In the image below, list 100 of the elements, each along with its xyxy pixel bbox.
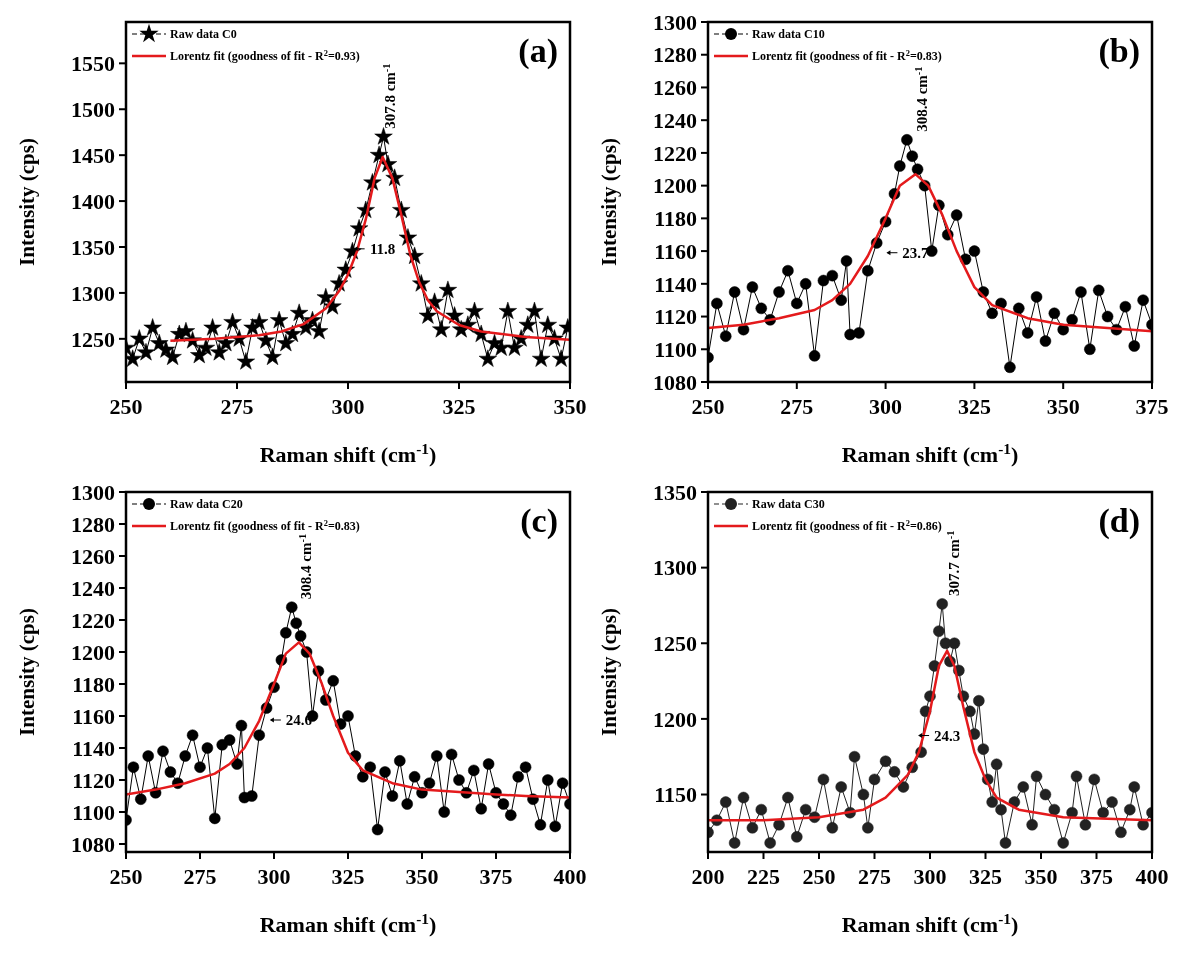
x-tick-label: 250: [109, 864, 143, 889]
x-tick-label: 275: [780, 394, 814, 419]
y-tick-label: 1250: [71, 326, 115, 352]
point: [817, 274, 830, 287]
point: [950, 209, 963, 221]
y-tick-label: 1350: [653, 479, 697, 505]
y-tick-label: 1200: [653, 706, 697, 732]
point: [746, 281, 759, 293]
point: [1021, 327, 1034, 339]
point: [755, 302, 768, 315]
y-tick-label: 1200: [71, 639, 115, 665]
x-tick-label: 375: [1080, 864, 1113, 889]
y-tick-label: 1120: [654, 304, 697, 330]
legend-label: Raw data C20: [170, 497, 243, 512]
y-tick-label: 1160: [72, 703, 115, 729]
annotation: 11.8: [369, 241, 396, 258]
point: [968, 245, 981, 257]
y-tick-label: 1300: [653, 9, 697, 35]
annotation: (a): [518, 32, 558, 70]
y-tick-label: 1260: [653, 75, 697, 101]
y-tick-label: 1100: [72, 799, 115, 825]
point: [1101, 310, 1114, 323]
point: [853, 327, 865, 339]
annotation: 23.7: [902, 244, 930, 261]
y-tick-label: 1280: [653, 42, 697, 68]
point: [1048, 307, 1061, 320]
x-tick-label: 400: [553, 864, 587, 889]
x-tick-label: 200: [691, 864, 725, 889]
legend-label: Lorentz fit (goodness of fit - R$^{2}$=0.93): [170, 48, 360, 64]
legend-label: Raw data C30: [752, 497, 825, 512]
point: [808, 350, 821, 362]
x-tick-label: 250: [802, 864, 836, 889]
y-tick-label: 1500: [71, 96, 115, 122]
point: [894, 160, 906, 172]
x-tick-label: 300: [257, 864, 291, 889]
legend-label: Lorentz fit (goodness of fit - R$^{2}$=0.83): [170, 518, 360, 534]
y-tick-label: 1250: [653, 630, 697, 656]
point: [782, 264, 794, 277]
annotation: 24.3: [933, 727, 961, 744]
x-tick-label: 400: [1135, 864, 1169, 889]
x-tick-label: 300: [869, 394, 903, 419]
point: [862, 264, 874, 277]
point: [720, 330, 732, 342]
point: [906, 150, 918, 162]
x-tick-label: 300: [913, 864, 947, 889]
x-tick-label: 325: [442, 394, 476, 419]
legend-label: Raw data C10: [752, 27, 825, 42]
y-tick-label: 1350: [71, 234, 115, 260]
y-tick-label: 1300: [71, 479, 115, 505]
y-tick-label: 1180: [654, 206, 697, 232]
x-tick-label: 350: [553, 394, 587, 419]
point: [1084, 343, 1096, 356]
legend-label: Lorentz fit (goodness of fit - R$^{2}$=0.86): [752, 518, 942, 534]
point: [911, 163, 924, 176]
y-tick-label: 1140: [654, 271, 697, 297]
y-tick-label: 1140: [72, 735, 115, 761]
x-tick-label: 325: [969, 864, 1002, 889]
y-tick-label: 1240: [653, 107, 697, 133]
x-axis-title: Raman shift (cm$^{-1}$): [841, 439, 1019, 467]
y-tick-label: 1280: [71, 511, 115, 537]
point: [1128, 340, 1140, 352]
annotation: (c): [520, 502, 558, 540]
point: [901, 134, 913, 146]
x-axis-title: Raman shift (cm$^{-1}$): [841, 909, 1019, 937]
x-tick-label: 325: [331, 864, 365, 889]
x-tick-label: 375: [1135, 394, 1169, 419]
y-tick-label: 1450: [71, 142, 115, 168]
point: [728, 286, 741, 298]
y-axis-title: Intensity (cps): [597, 138, 621, 266]
y-axis-title: Intensity (cps): [15, 138, 39, 266]
y-tick-label: 1300: [653, 555, 697, 581]
y-tick-label: 1180: [72, 671, 115, 697]
x-axis-title: Raman shift (cm$^{-1}$): [259, 439, 437, 467]
point: [1137, 294, 1149, 306]
point: [840, 255, 853, 267]
x-tick-label: 275: [858, 864, 891, 889]
annotation: (b): [1098, 32, 1140, 70]
point: [826, 269, 839, 282]
point: [711, 297, 723, 310]
x-tick-label: 225: [747, 864, 780, 889]
point: [773, 286, 785, 298]
point: [1039, 335, 1052, 347]
point: [1119, 300, 1132, 313]
y-tick-label: 1080: [71, 831, 115, 857]
point: [1075, 286, 1087, 298]
x-tick-label: 325: [957, 394, 991, 419]
y-tick-label: 1200: [653, 173, 697, 199]
legend-label: Raw data C0: [170, 27, 237, 42]
x-tick-label: 350: [1046, 394, 1080, 419]
y-tick-label: 1400: [71, 188, 115, 214]
point: [791, 297, 803, 310]
x-axis-title: Raman shift (cm$^{-1}$): [259, 909, 437, 937]
y-tick-label: 1160: [654, 238, 697, 264]
x-tick-label: 300: [331, 394, 365, 419]
y-tick-label: 1150: [654, 782, 697, 808]
annotation: (d): [1098, 502, 1140, 540]
y-tick-label: 1100: [654, 336, 697, 362]
y-tick-label: 1220: [71, 607, 115, 633]
y-tick-label: 1300: [71, 280, 115, 306]
legend-label: Lorentz fit (goodness of fit - R$^{2}$=0.83): [752, 48, 942, 64]
